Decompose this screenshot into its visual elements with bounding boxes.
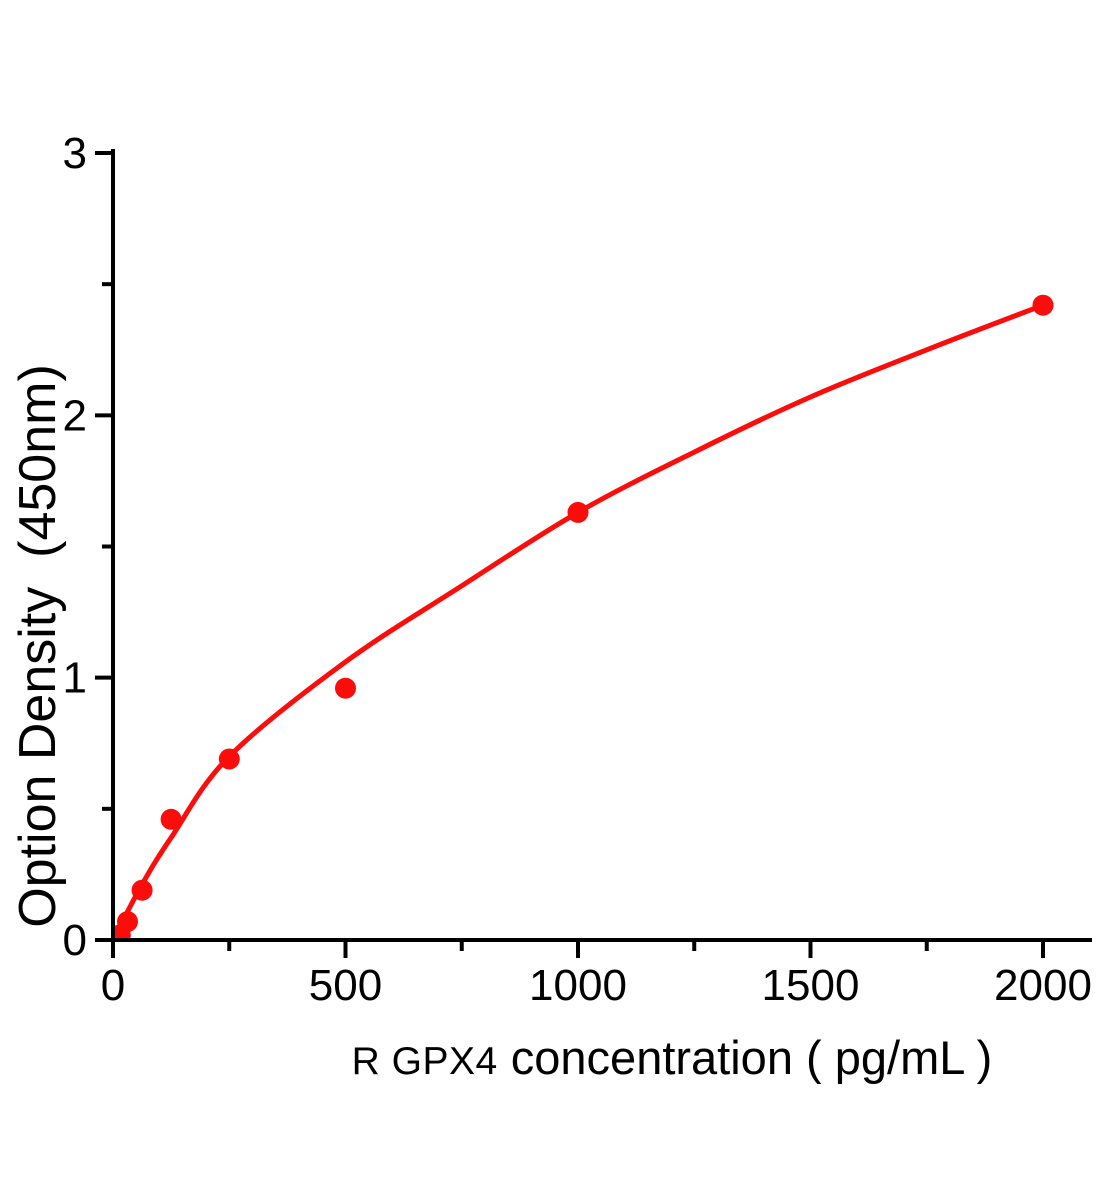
x-tick-label: 2000 (994, 961, 1092, 1010)
y-tick-label: 2 (63, 391, 87, 440)
fit-curve (115, 302, 1046, 938)
data-point (160, 808, 182, 830)
data-point (131, 879, 153, 901)
x-axis-title-prefix: R GPX4 (351, 1040, 498, 1083)
x-tick-label: 0 (101, 961, 125, 1010)
tick-labels: 0 1 2 3 0 500 1000 1500 2000 (63, 129, 1092, 1010)
data-point (567, 501, 589, 523)
x-axis-title: R GPX4 concentration ( pg/mL ) (272, 1028, 1072, 1088)
data-point (1032, 294, 1054, 316)
y-axis-title: Option Density (450nm) (9, 364, 67, 928)
x-tick-label: 1500 (762, 961, 860, 1010)
data-point (218, 748, 240, 770)
data-point (117, 911, 138, 933)
y-tick-label: 0 (63, 916, 87, 965)
y-tick-label: 3 (63, 129, 87, 178)
axes (95, 149, 1092, 958)
x-tick-label: 1000 (529, 961, 627, 1010)
x-tick-label: 500 (309, 961, 382, 1010)
y-tick-label: 1 (63, 654, 87, 703)
x-axis-title-main: concentration ( pg/mL ) (497, 1031, 993, 1084)
data-point (335, 677, 356, 699)
